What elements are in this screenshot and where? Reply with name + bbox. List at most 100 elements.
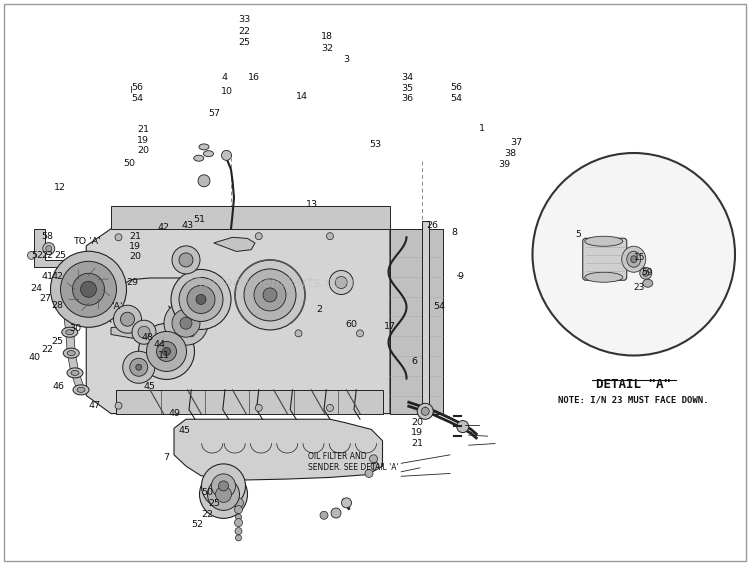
Circle shape [254, 279, 286, 311]
Ellipse shape [71, 371, 79, 375]
Text: 27: 27 [39, 294, 51, 303]
Text: 22: 22 [41, 345, 53, 354]
Text: 8: 8 [452, 228, 458, 237]
Circle shape [28, 251, 35, 259]
Circle shape [61, 261, 116, 318]
Text: 49: 49 [169, 409, 181, 418]
Circle shape [46, 246, 52, 251]
Ellipse shape [631, 256, 637, 263]
Circle shape [172, 246, 200, 274]
Ellipse shape [67, 368, 83, 378]
Text: 54: 54 [131, 94, 143, 103]
Circle shape [235, 260, 305, 330]
Text: 45: 45 [178, 426, 190, 435]
Circle shape [255, 405, 262, 411]
Circle shape [200, 471, 248, 518]
Text: 54: 54 [433, 302, 445, 311]
Text: 28: 28 [51, 301, 63, 310]
Text: 15: 15 [634, 253, 645, 262]
Circle shape [417, 403, 434, 419]
Text: 4: 4 [221, 73, 227, 82]
Text: 32: 32 [321, 44, 333, 53]
Circle shape [196, 294, 206, 305]
Ellipse shape [64, 310, 71, 314]
Ellipse shape [59, 307, 76, 317]
Text: 42: 42 [51, 272, 63, 281]
Text: 23: 23 [634, 282, 645, 292]
Text: 18: 18 [321, 32, 333, 41]
Circle shape [255, 233, 262, 240]
Text: 19: 19 [129, 242, 141, 251]
Polygon shape [214, 237, 255, 251]
Text: 22: 22 [41, 251, 53, 260]
Circle shape [371, 462, 379, 470]
Circle shape [132, 320, 156, 344]
Text: eReplacementParts.com: eReplacementParts.com [200, 276, 370, 289]
Polygon shape [111, 206, 390, 229]
Ellipse shape [203, 151, 214, 157]
Circle shape [73, 273, 104, 305]
Circle shape [113, 305, 142, 333]
Text: 25: 25 [238, 38, 250, 47]
Circle shape [370, 455, 377, 463]
Text: NOTE: I/N 23 MUST FACE DOWN.: NOTE: I/N 23 MUST FACE DOWN. [559, 396, 709, 405]
Ellipse shape [627, 251, 640, 267]
Text: 20: 20 [137, 146, 149, 155]
Circle shape [121, 312, 134, 326]
Ellipse shape [73, 385, 89, 395]
Text: 41: 41 [41, 272, 53, 281]
Ellipse shape [194, 155, 204, 161]
Ellipse shape [643, 270, 649, 276]
Circle shape [422, 407, 429, 415]
Text: 16: 16 [248, 73, 259, 82]
Ellipse shape [199, 144, 209, 150]
Circle shape [138, 326, 150, 338]
Text: 57: 57 [209, 108, 220, 118]
Circle shape [235, 506, 242, 514]
Text: 20: 20 [129, 252, 141, 261]
FancyBboxPatch shape [583, 238, 627, 280]
Polygon shape [390, 229, 442, 414]
Ellipse shape [643, 279, 652, 287]
Circle shape [263, 288, 277, 302]
Circle shape [457, 420, 469, 433]
Text: OIL FILTER AND
SENDER. SEE DETAIL 'A': OIL FILTER AND SENDER. SEE DETAIL 'A' [308, 453, 398, 472]
Text: 22: 22 [201, 510, 213, 519]
Ellipse shape [585, 236, 622, 246]
Text: 10: 10 [221, 87, 233, 96]
Text: 40: 40 [28, 353, 40, 362]
Circle shape [123, 351, 154, 383]
Text: 52: 52 [191, 520, 203, 529]
Circle shape [221, 150, 232, 160]
Text: 9: 9 [458, 272, 464, 281]
Text: 19: 19 [411, 428, 423, 437]
Text: 6: 6 [411, 357, 417, 366]
Text: 21: 21 [411, 439, 423, 448]
Circle shape [139, 323, 194, 380]
Text: 52: 52 [32, 251, 44, 260]
Polygon shape [62, 294, 71, 312]
Text: 7: 7 [164, 453, 170, 462]
Text: 25: 25 [54, 251, 66, 260]
Circle shape [171, 270, 231, 329]
Text: eReplacementParts.com: eReplacementParts.com [185, 276, 355, 289]
Text: 59: 59 [641, 268, 652, 277]
Circle shape [208, 479, 239, 510]
Text: 14: 14 [296, 92, 308, 101]
Ellipse shape [58, 289, 74, 299]
Circle shape [163, 347, 170, 355]
Polygon shape [174, 419, 382, 480]
Circle shape [235, 528, 242, 534]
Text: 19: 19 [137, 136, 149, 145]
Circle shape [244, 269, 296, 321]
Circle shape [329, 271, 353, 294]
Text: 60: 60 [345, 320, 357, 329]
Text: 25: 25 [51, 337, 63, 346]
Circle shape [218, 481, 229, 491]
Text: 24: 24 [30, 284, 42, 293]
Circle shape [202, 464, 245, 508]
Ellipse shape [62, 327, 78, 337]
Text: 45: 45 [144, 382, 156, 391]
Text: 44: 44 [154, 340, 166, 349]
Text: 58: 58 [41, 232, 53, 241]
